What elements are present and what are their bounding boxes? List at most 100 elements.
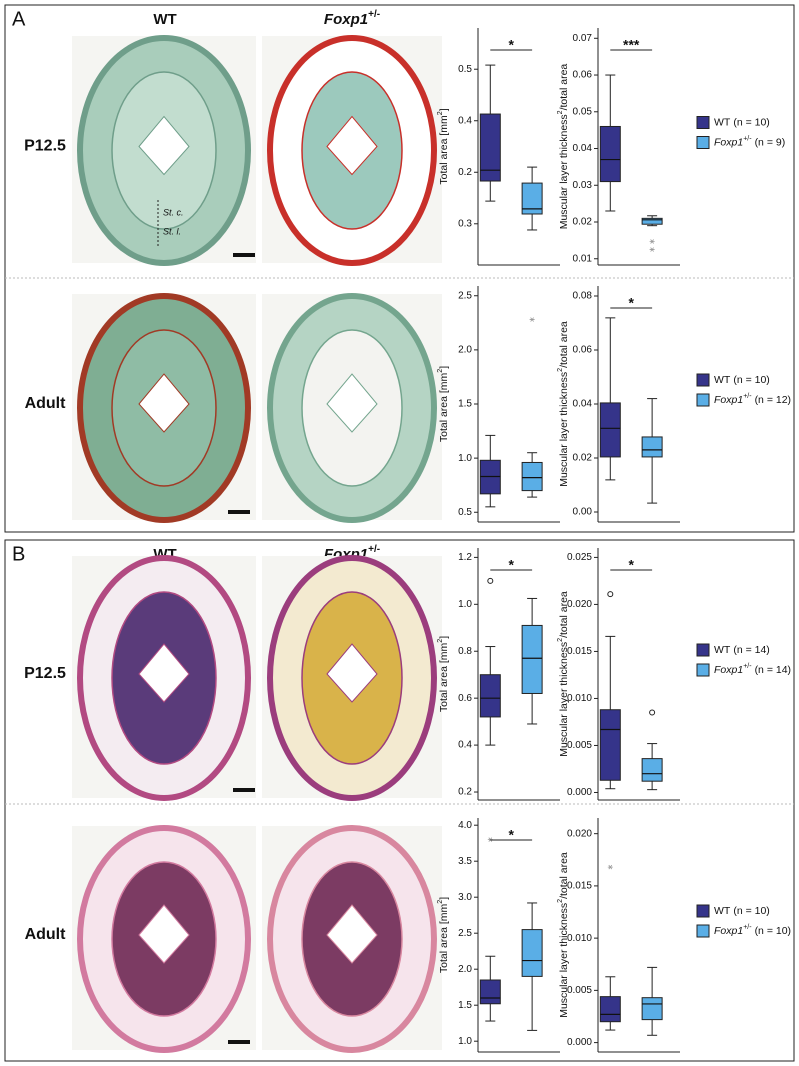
column-header: WT: [153, 11, 176, 28]
text-part: /total area: [558, 321, 570, 368]
outlier: [529, 317, 535, 322]
box: [479, 113, 501, 182]
box: [479, 979, 501, 1005]
box: [641, 217, 663, 225]
y-axis-label: Total area [mm2]: [437, 108, 449, 184]
y-tick-label: 1.2: [458, 552, 472, 563]
significance: *: [628, 557, 634, 573]
y-tick-label: 0.2: [458, 787, 472, 798]
y-tick-label: 3.0: [458, 892, 472, 903]
legend-swatch: [696, 136, 710, 149]
legend-label: Foxp1+/- (n = 9): [714, 136, 785, 148]
scale-bar: [228, 510, 250, 514]
y-axis-label: Total area [mm2]: [437, 636, 449, 712]
text-part: ]: [438, 897, 450, 900]
y-tick-label: 0.015: [567, 881, 592, 892]
y-axis-label: Total area [mm2]: [437, 897, 449, 973]
y-tick-label: 2.0: [458, 345, 472, 356]
y-tick-label: 0.000: [567, 787, 592, 798]
text-part: Foxp1: [714, 925, 743, 937]
box: [479, 674, 501, 718]
legend-swatch: [696, 663, 710, 677]
y-tick-label: 0.03: [573, 180, 593, 191]
y-tick-label: 0.020: [567, 828, 592, 839]
row-label: P12.5: [24, 138, 66, 155]
legend-label: Foxp1+/- (n = 10): [714, 924, 791, 936]
outlier: [607, 591, 614, 598]
y-tick-label: 0.020: [567, 599, 592, 610]
legend-label: Foxp1+/- (n = 12): [714, 393, 791, 405]
y-tick-label: 0.005: [567, 740, 592, 751]
row-label: P12.5: [24, 665, 66, 682]
text-part: Muscular layer thickness: [558, 114, 570, 229]
y-axis-label: Muscular layer thickness2/total area: [557, 852, 569, 1018]
box: [599, 996, 621, 1023]
legend-swatch: [696, 924, 710, 938]
y-tick-label: 2.5: [458, 928, 472, 939]
box: [599, 709, 621, 781]
text-part: (n = 14): [733, 644, 769, 656]
text-part: 2: [437, 639, 444, 643]
text-part: WT: [714, 116, 731, 128]
significance: *: [628, 295, 634, 311]
text-part: (n = 9): [755, 136, 786, 148]
outlier: [649, 239, 655, 244]
legend-label: Foxp1+/- (n = 14): [714, 663, 791, 675]
outlier: [607, 864, 613, 870]
y-tick-label: 0.4: [458, 740, 472, 751]
text-part: (n = 10): [733, 905, 769, 917]
y-tick-label: 2.0: [458, 964, 472, 975]
y-tick-label: 0.000: [567, 1037, 592, 1048]
lumen: [326, 115, 378, 176]
y-tick-label: 0.8: [458, 646, 472, 657]
y-tick-label: 0.08: [573, 291, 593, 302]
text-part: +/-: [743, 924, 752, 931]
text-part: /total area: [558, 852, 570, 899]
y-tick-label: 0.025: [567, 552, 592, 563]
y-tick-label: 0.06: [573, 345, 593, 356]
scale-bar: [228, 1040, 250, 1044]
y-tick-label: 1.5: [458, 1000, 472, 1011]
y-tick-label: 0.005: [567, 985, 592, 996]
lumen: [138, 373, 190, 433]
text-part: Total area [mm: [438, 115, 450, 185]
text-part: ]: [438, 108, 450, 111]
text-part: Total area [mm: [438, 903, 450, 973]
text-part: (n = 12): [755, 394, 791, 406]
significance: *: [508, 557, 514, 573]
text-part: /total area: [558, 64, 570, 111]
box: [521, 624, 543, 694]
box: [641, 436, 663, 458]
lumen: [138, 904, 190, 964]
y-tick-label: 0.2: [458, 167, 472, 178]
scale-bar: [233, 788, 255, 792]
legend-label: WT (n = 10): [714, 905, 770, 917]
lumen: [326, 904, 378, 964]
text-part: +/-: [743, 663, 752, 670]
text-part: +/-: [743, 136, 752, 143]
text-part: WT: [714, 905, 731, 917]
text-part: /total area: [558, 591, 570, 638]
y-axis-label: Muscular layer thickness2/total area: [557, 591, 569, 757]
y-tick-label: 0.04: [573, 143, 593, 154]
significance: *: [508, 37, 514, 53]
text-part: ]: [438, 366, 450, 369]
y-tick-label: 4.0: [458, 820, 472, 831]
y-tick-label: 0.04: [573, 399, 593, 410]
outlier: [649, 709, 656, 716]
legend-swatch: [696, 393, 710, 407]
y-tick-label: 0.5: [458, 507, 472, 518]
text-part: Foxp1: [714, 394, 743, 406]
text-part: Muscular layer thickness: [558, 642, 570, 757]
significance: ***: [623, 37, 640, 53]
legend-swatch: [696, 373, 710, 387]
text-part: (n = 14): [755, 664, 791, 676]
panel-label: B: [12, 543, 25, 565]
text-part: WT: [714, 644, 731, 656]
text-part: 2: [437, 900, 444, 904]
y-tick-label: 3.5: [458, 856, 472, 867]
legend-swatch: [696, 116, 710, 129]
panel-frame: [4, 4, 795, 533]
text-part: Total area [mm: [438, 642, 450, 712]
y-tick-label: 0.05: [573, 106, 593, 117]
